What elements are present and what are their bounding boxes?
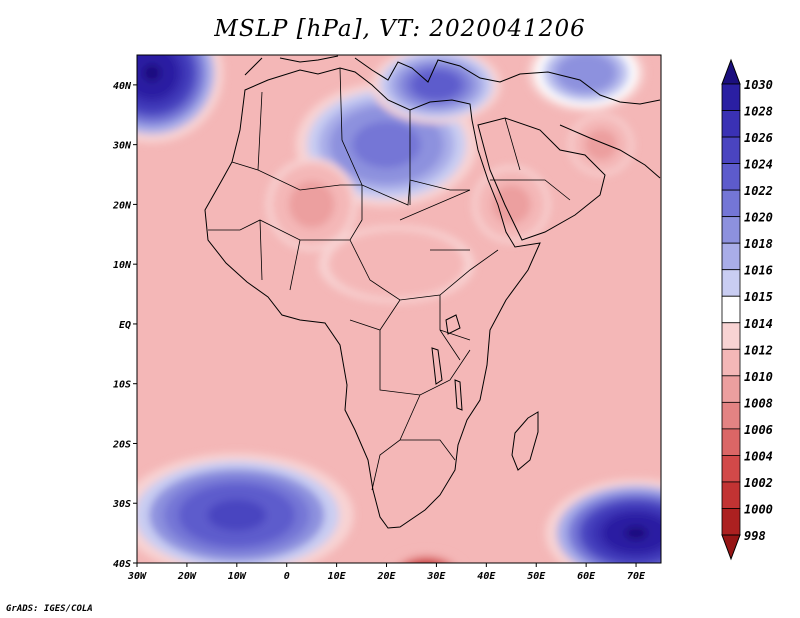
- country-borders: [208, 67, 571, 491]
- africa-coastline: [204, 67, 541, 529]
- coastlines-and-borders: [204, 55, 661, 529]
- colorbar-bottom-arrow: [721, 534, 741, 561]
- low-persia-contour: [597, 140, 606, 149]
- colorbar-label: 1000: [744, 502, 773, 516]
- lon-tick-label: 10E: [328, 571, 347, 582]
- colorbar-box: [721, 163, 741, 191]
- grads-credit: GrADS: IGES/COLA: [6, 604, 93, 614]
- colorbar-box: [721, 136, 741, 164]
- lat-tick-label: 30N: [112, 141, 132, 152]
- colorbar-label: 1024: [744, 158, 773, 172]
- colorbar-label: 998: [744, 529, 766, 543]
- lon-tick-label: 50E: [527, 571, 546, 582]
- high-south-atlantic-contour: [222, 507, 252, 523]
- colorbar-box: [721, 269, 741, 297]
- colorbar-box: [721, 428, 741, 456]
- lon-tick-label: 70E: [627, 571, 646, 582]
- colorbar-box: [721, 110, 741, 138]
- pressure-systems: [137, 55, 661, 563]
- colorbar-label: 1004: [744, 449, 773, 463]
- lon-tick-label: 40E: [477, 571, 496, 582]
- lon-tick-label: 30W: [127, 571, 147, 582]
- colorbar-box: [721, 481, 741, 509]
- colorbar-label: 1002: [744, 476, 773, 490]
- lon-tick-label: 0: [284, 571, 290, 582]
- lon-tick-label: 20W: [177, 571, 197, 582]
- colorbar: 1030 1028 1026 1024 1022 1020 1018 1016 1015 1014…: [721, 58, 773, 561]
- colorbar-box: [721, 508, 741, 536]
- colorbar-box: [721, 348, 741, 377]
- lat-tick-label: EQ: [119, 320, 131, 331]
- lat-tick-label: 30S: [112, 499, 131, 510]
- lake-malawi: [454, 379, 463, 411]
- colorbar-box: [721, 322, 741, 350]
- lon-tick-label: 30E: [426, 571, 446, 582]
- colorbar-top-arrow: [721, 58, 741, 85]
- colorbar-box: [721, 83, 741, 111]
- lon-tick-label: 20E: [376, 571, 396, 582]
- colorbar-label: 1026: [744, 131, 773, 145]
- low-central-africa-contour: [386, 259, 407, 270]
- arabia-coastline: [477, 117, 606, 241]
- high-north-africa-contour: [375, 136, 398, 153]
- lon-tick-label: 10W: [228, 571, 247, 582]
- colorbar-label: 1014: [744, 317, 773, 331]
- lake-victoria: [445, 314, 461, 335]
- colorbar-label: 1028: [744, 105, 773, 119]
- colorbar-label: 1006: [744, 423, 773, 437]
- low-west-africa-contour: [305, 198, 318, 211]
- lat-tick-label: 20S: [112, 439, 131, 450]
- madagascar-coastline: [511, 411, 539, 471]
- lat-tick-label: 40N: [113, 81, 132, 92]
- pressure-field: [137, 55, 661, 563]
- colorbar-label: 1015: [744, 290, 773, 304]
- high-central-asia-contour: [578, 68, 594, 78]
- lat-tick-label: 40S: [113, 559, 131, 570]
- colorbar-label: 1008: [744, 396, 773, 410]
- colorbar-label: 1022: [744, 184, 773, 198]
- colorbar-label: 1018: [744, 237, 773, 251]
- europe-coastline: [244, 55, 661, 105]
- high-south-indian-contour: [624, 526, 648, 540]
- map-frame: [136, 54, 662, 564]
- colorbar-box: [721, 216, 741, 244]
- colorbar-label: 1016: [744, 264, 773, 278]
- colorbar-box: [721, 401, 741, 430]
- map-axes: 30W 20W 10W 0 10E 20E 30E 40E 50E 60E 70E 40N 30N 20N…: [112, 81, 646, 582]
- high-north-atlantic-contour: [143, 64, 161, 82]
- colorbar-label: 1010: [744, 370, 773, 384]
- colorbar-label: 1012: [744, 343, 773, 357]
- low-south-africa-contour: [412, 560, 441, 563]
- low-arabia-contour: [506, 199, 517, 210]
- colorbar-label: 1020: [744, 211, 773, 225]
- lake-tanganyika: [431, 347, 443, 385]
- colorbar-box: [721, 295, 741, 324]
- lat-tick-label: 20N: [112, 200, 132, 211]
- colorbar-box: [721, 242, 741, 271]
- colorbar-box: [721, 455, 741, 483]
- colorbar-label: 1030: [744, 78, 773, 92]
- high-eastern-med-contour: [428, 80, 445, 90]
- low-south-africa-contour: [405, 557, 448, 563]
- chart-title: MSLP [hPa], VT: 2020041206: [214, 16, 586, 42]
- colorbar-box: [721, 189, 741, 218]
- lon-tick-label: 60E: [577, 571, 596, 582]
- colorbar-box: [721, 375, 741, 403]
- lat-tick-label: 10S: [113, 380, 131, 391]
- lat-tick-label: 10N: [113, 260, 132, 271]
- persia-coastline: [559, 124, 661, 179]
